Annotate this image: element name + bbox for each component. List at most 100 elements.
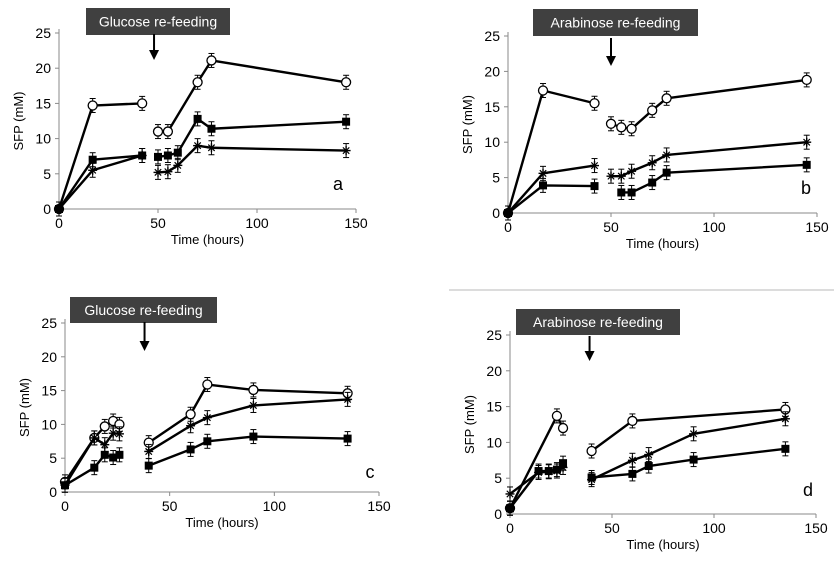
data-point-circle [248, 384, 259, 396]
x-tick-label: 0 [504, 219, 512, 235]
x-tick-label: 0 [506, 520, 514, 536]
data-point-square [628, 469, 637, 478]
y-tick-label: 0 [49, 484, 57, 500]
data-point-square [343, 434, 352, 443]
y-tick-label: 25 [35, 25, 51, 41]
data-point-square [163, 151, 172, 160]
x-tick-label: 100 [263, 498, 287, 514]
y-tick-label: 10 [35, 131, 51, 147]
data-point-asterisk [114, 429, 124, 439]
data-point-circle [202, 379, 213, 390]
x-axis-label: Time (hours) [171, 232, 244, 247]
data-point-square [249, 432, 258, 441]
data-point-square [559, 459, 568, 468]
data-point-square [689, 455, 698, 464]
series-filled-square [61, 429, 352, 493]
data-point-square [504, 209, 512, 217]
data-point-asterisk [627, 166, 637, 176]
series-line [158, 59, 347, 133]
annotation: Arabinose re-feeding [516, 309, 680, 361]
y-tick-label: 15 [35, 95, 51, 111]
data-point-circle [206, 55, 217, 66]
series-line [590, 408, 786, 452]
data-point-square [186, 445, 195, 454]
series-line [157, 117, 347, 159]
series-filled-square [506, 441, 790, 516]
series-open-circle [53, 52, 352, 217]
data-point-asterisk [144, 446, 154, 456]
data-point-asterisk [538, 168, 548, 178]
data-point-circle [537, 85, 549, 96]
x-tick-label: 50 [162, 498, 178, 514]
y-tick-label: 25 [484, 28, 500, 44]
y-tick-label: 20 [486, 363, 502, 379]
panel-label: d [803, 480, 813, 500]
data-point-square [544, 467, 553, 476]
data-point-square [644, 462, 653, 471]
data-point-asterisk [343, 394, 353, 404]
data-point-square [154, 152, 162, 161]
series-line [507, 164, 595, 214]
data-point-square [100, 450, 109, 459]
x-tick-label: 100 [702, 520, 726, 536]
data-point-asterisk [616, 171, 626, 181]
panel-c: 0 5 10 15 20 25 0 50 100 150 Time (hours) SFP (mM) c… [17, 297, 391, 530]
y-tick-label: 20 [35, 60, 51, 76]
data-point-asterisk [202, 413, 212, 423]
data-point-square [207, 124, 216, 133]
data-point-circle [99, 421, 110, 432]
series-line [58, 154, 143, 210]
data-point-asterisk [206, 143, 216, 153]
data-point-asterisk [88, 165, 98, 175]
data-point-asterisk [89, 433, 99, 443]
x-tick-label: 100 [702, 219, 726, 235]
x-axis-label: Time (hours) [626, 537, 699, 552]
data-point-circle [586, 445, 597, 457]
y-tick-label: 25 [41, 315, 57, 331]
annotation-box [516, 309, 680, 335]
data-point-square [539, 181, 548, 190]
data-point-square [781, 444, 790, 453]
data-point-square [662, 168, 671, 177]
annotation-text: Glucose re-feeding [84, 302, 202, 318]
panel-label: a [333, 174, 344, 194]
annotation: Arabinose re-feeding [533, 9, 698, 66]
y-tick-label: 20 [484, 63, 500, 79]
data-point-asterisk [627, 455, 637, 465]
annotation-arrow-head [139, 341, 150, 351]
data-point-circle [627, 415, 638, 427]
data-point-square [552, 465, 561, 474]
data-point-asterisk [193, 141, 203, 151]
y-tick-label: 5 [49, 450, 57, 466]
series-filled-square [55, 111, 351, 217]
data-point-square [534, 467, 543, 476]
data-point-square [506, 504, 514, 513]
annotation-text: Glucose re-feeding [99, 14, 217, 30]
x-tick-label: 50 [150, 215, 166, 231]
data-point-asterisk [662, 150, 672, 160]
data-point-square [109, 453, 118, 462]
data-point-asterisk [153, 167, 163, 177]
series-line [148, 398, 348, 453]
data-point-circle [557, 422, 569, 434]
x-tick-label: 0 [55, 215, 63, 231]
y-tick-label: 15 [41, 383, 57, 399]
y-tick-label: 25 [486, 327, 502, 343]
y-tick-label: 10 [486, 434, 502, 450]
y-tick-label: 15 [484, 99, 500, 115]
y-axis-label: SFP (mM) [462, 395, 477, 454]
data-point-circle [626, 123, 637, 134]
data-point-asterisk [186, 421, 196, 431]
x-tick-label: 50 [603, 219, 619, 235]
data-point-asterisk [802, 137, 812, 147]
annotation-box [533, 9, 698, 36]
data-point-square [648, 178, 657, 187]
annotation-box [86, 8, 230, 35]
series-filled-square [504, 157, 811, 221]
y-tick-label: 20 [41, 349, 57, 365]
annotation-text: Arabinose re-feeding [551, 15, 681, 31]
data-point-circle [162, 126, 174, 137]
data-point-square [587, 473, 596, 482]
